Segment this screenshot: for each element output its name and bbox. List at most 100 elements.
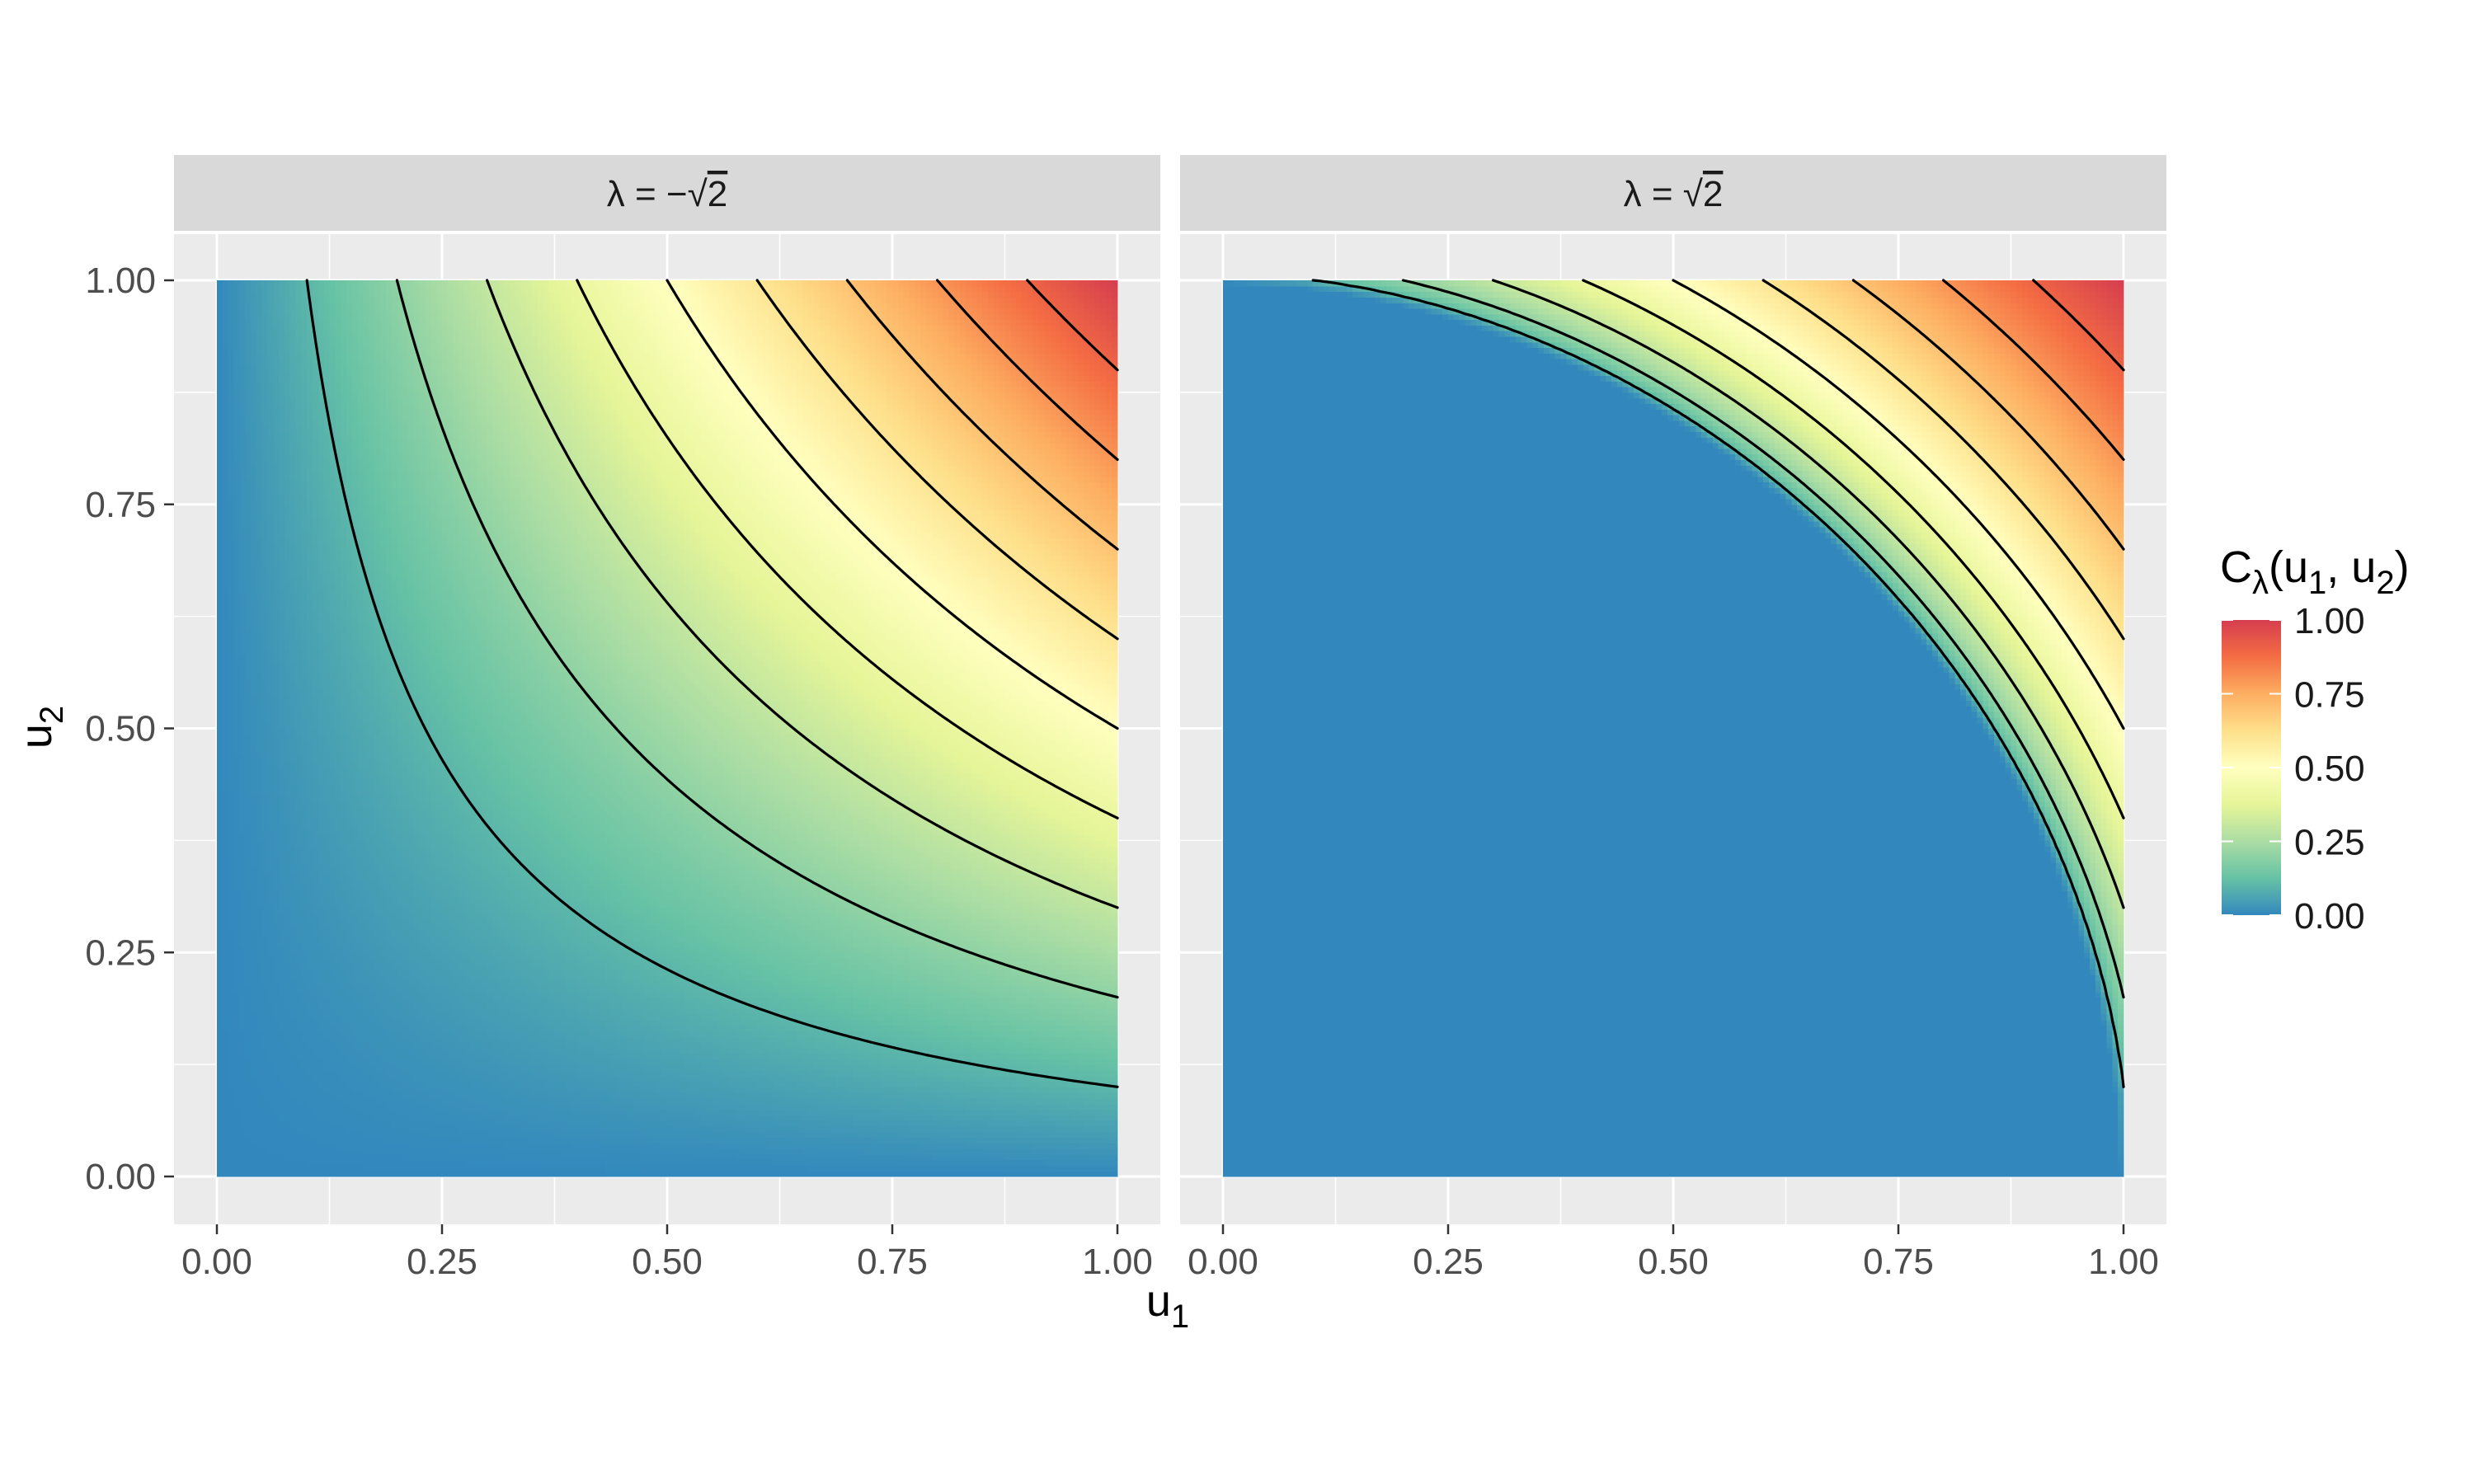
heatmap-cell — [763, 1103, 769, 1111]
heatmap-cell — [374, 1171, 381, 1177]
heatmap-cell — [1078, 1153, 1084, 1161]
heatmap-cell — [594, 1031, 600, 1037]
heatmap-cell — [881, 1097, 887, 1105]
heatmap-cell — [779, 1103, 786, 1111]
heatmap-cell — [700, 1031, 708, 1037]
heatmap-cell — [628, 1137, 634, 1144]
heatmap-cell — [875, 1115, 882, 1121]
heatmap-cell — [915, 1137, 921, 1144]
heatmap-cell — [791, 1013, 797, 1021]
heatmap-cell — [576, 1097, 584, 1105]
heatmap-cell — [470, 1008, 477, 1015]
heatmap-cell — [436, 1148, 443, 1155]
heatmap-cell — [954, 1008, 961, 1015]
heatmap-cell — [256, 1120, 263, 1127]
heatmap-cell — [1010, 1148, 1017, 1155]
heatmap-cell — [909, 1097, 915, 1105]
heatmap-cell — [863, 1031, 871, 1037]
heatmap-cell — [228, 1064, 235, 1071]
heatmap-cell — [700, 1025, 708, 1031]
heatmap-cell — [408, 1069, 415, 1077]
heatmap-cell — [853, 1137, 859, 1144]
heatmap-cell — [509, 1075, 516, 1082]
heatmap-cell — [1055, 1081, 1062, 1087]
heatmap-cell — [774, 1143, 781, 1149]
heatmap-cell — [954, 1041, 961, 1049]
heatmap-cell — [1032, 1003, 1040, 1009]
heatmap-cell — [763, 1092, 769, 1099]
heatmap-cell — [712, 1075, 719, 1082]
heatmap-cell — [825, 1041, 831, 1049]
heatmap-cell — [622, 1053, 628, 1059]
heatmap-cell — [858, 1148, 865, 1155]
heatmap-cell — [464, 1081, 471, 1087]
heatmap-cell — [402, 1092, 409, 1099]
heatmap-cell — [228, 1109, 235, 1115]
heatmap-cell — [897, 1137, 905, 1144]
heatmap-cell — [453, 1025, 460, 1031]
heatmap-cell — [385, 1053, 393, 1059]
heatmap-cell — [1032, 1131, 1040, 1139]
heatmap-cell — [638, 1165, 646, 1172]
heatmap-cell — [588, 1047, 595, 1054]
heatmap-cell — [447, 1025, 454, 1031]
heatmap-cell — [425, 1081, 431, 1087]
heatmap-cell — [1021, 1120, 1028, 1127]
heatmap-cell — [920, 1109, 927, 1115]
heatmap-cell — [847, 1059, 854, 1065]
heatmap-cell — [408, 1008, 415, 1015]
heatmap-cell — [875, 1069, 882, 1077]
heatmap-cell — [982, 1008, 989, 1015]
heatmap-cell — [369, 1092, 375, 1099]
heatmap-cell — [1066, 1008, 1073, 1015]
heatmap-cell — [667, 1031, 674, 1037]
heatmap-cell — [1027, 1075, 1034, 1082]
heatmap-cell — [1044, 1075, 1051, 1082]
heatmap-cell — [273, 1025, 280, 1031]
heatmap-cell — [903, 1137, 910, 1144]
heatmap-cell — [1055, 1059, 1062, 1065]
heatmap-cell — [667, 1036, 674, 1043]
heatmap-cell — [931, 1159, 938, 1167]
heatmap-cell — [689, 1013, 696, 1021]
heatmap-cell — [999, 1069, 1006, 1077]
heatmap-cell — [408, 1125, 415, 1133]
heatmap-cell — [1106, 1069, 1112, 1077]
heatmap-cell — [1089, 1069, 1096, 1077]
heatmap-cell — [509, 1031, 516, 1037]
heatmap-cell — [610, 1041, 618, 1049]
heatmap-cell — [847, 1171, 854, 1177]
heatmap-cell — [1112, 1025, 1118, 1031]
heatmap-cell — [447, 1171, 454, 1177]
heatmap-cell — [779, 1081, 786, 1087]
heatmap-cell — [723, 1115, 730, 1121]
heatmap-cell — [301, 1041, 308, 1049]
heatmap-cell — [245, 1092, 252, 1099]
heatmap-cell — [391, 1047, 397, 1054]
heatmap-cell — [954, 1165, 961, 1172]
heatmap-cell — [644, 1153, 651, 1161]
heatmap-cell — [887, 1137, 893, 1144]
heatmap-cell — [1112, 1165, 1118, 1172]
heatmap-cell — [1072, 1031, 1079, 1037]
heatmap-cell — [233, 1165, 240, 1172]
heatmap-cell — [1044, 1003, 1051, 1009]
heatmap-cell — [993, 1019, 1000, 1026]
heatmap-cell — [875, 1097, 882, 1105]
heatmap-cell — [1032, 1019, 1040, 1026]
heatmap-cell — [610, 1125, 618, 1133]
heatmap-cell — [289, 1137, 297, 1144]
heatmap-cell — [1078, 1097, 1084, 1105]
heatmap-cell — [408, 1115, 415, 1121]
heatmap-cell — [1106, 1053, 1112, 1059]
heatmap-cell — [819, 1047, 825, 1054]
heatmap-cell — [498, 1120, 505, 1127]
heatmap-cell — [453, 1081, 460, 1087]
heatmap-cell — [858, 1159, 865, 1167]
heatmap-cell — [988, 1097, 995, 1105]
heatmap-cell — [830, 1047, 837, 1054]
heatmap-cell — [222, 1075, 229, 1082]
heatmap-cell — [273, 1092, 280, 1099]
heatmap-cell — [442, 1153, 449, 1161]
heatmap-cell — [684, 1131, 690, 1139]
